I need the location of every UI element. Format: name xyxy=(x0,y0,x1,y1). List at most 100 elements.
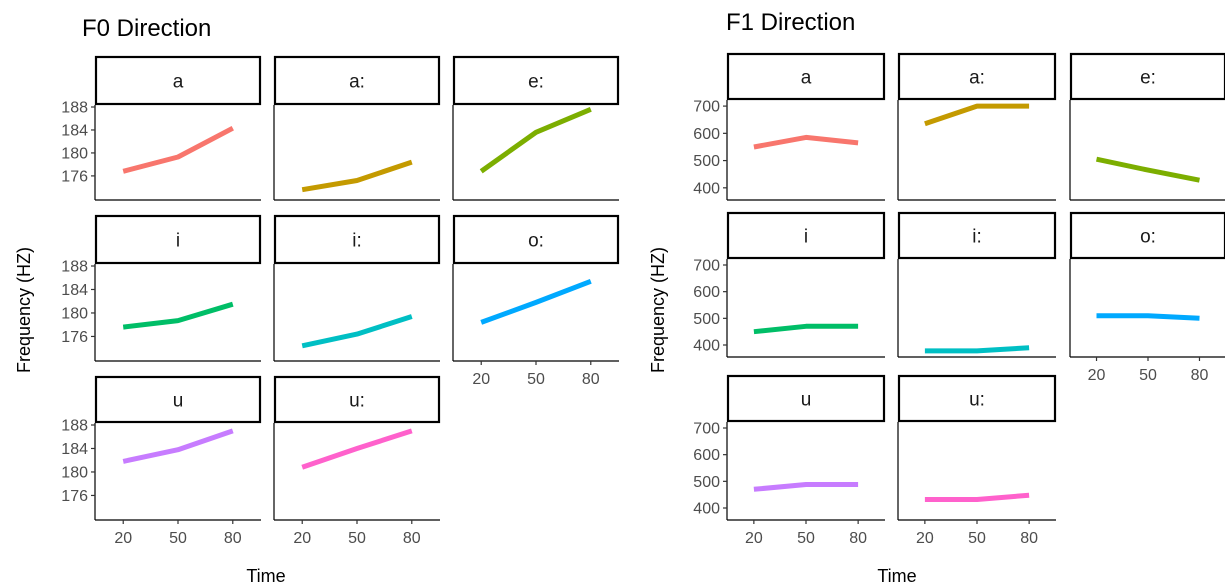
y-tick-label: 176 xyxy=(61,488,88,505)
x-tick-label: 50 xyxy=(968,530,986,547)
strip-label: e: xyxy=(1140,68,1156,89)
x-tick-label: 50 xyxy=(527,371,545,388)
x-tick-label: 20 xyxy=(745,530,763,547)
strip-label: i: xyxy=(972,227,982,248)
y-tick-label: 188 xyxy=(61,259,88,276)
x-tick-label: 80 xyxy=(582,371,600,388)
strip-box xyxy=(726,52,886,101)
strip-label: a: xyxy=(349,72,365,93)
y-tick-label: 500 xyxy=(693,474,720,491)
series-line-e-long xyxy=(479,106,592,174)
f0-y-axis-title: Frequency (HZ) xyxy=(14,247,34,373)
x-tick-label: 50 xyxy=(1139,367,1157,384)
strip-label: i: xyxy=(352,231,362,252)
strip-label: e: xyxy=(528,72,544,93)
series-line-u xyxy=(753,482,859,492)
f1-chart-title: F1 Direction xyxy=(726,9,855,36)
x-tick-label: 80 xyxy=(224,530,242,547)
strip-label: a xyxy=(173,72,184,93)
y-tick-label: 500 xyxy=(693,311,720,328)
series-line-a-long xyxy=(301,159,413,193)
f0-facet-grid: a 176 180 184 188 a: e: i 176 180 184 188 i: o: 20 50 80… xyxy=(61,55,620,547)
y-tick-label: 188 xyxy=(61,100,88,117)
series-line-o-long xyxy=(1096,313,1200,321)
f0-panel-u-long: u: 20 50 80 xyxy=(273,375,441,547)
strip-label: o: xyxy=(528,231,544,252)
y-tick-label: 180 xyxy=(61,305,88,322)
y-tick-label: 184 xyxy=(61,441,88,458)
strip-box xyxy=(94,55,262,106)
strip-box xyxy=(726,211,886,260)
f0-panel-u: u 176 180 184 188 20 50 80 xyxy=(61,375,262,547)
y-tick-label: 184 xyxy=(61,122,88,139)
strip-box xyxy=(94,375,262,424)
strip-label: a xyxy=(801,68,812,89)
strip-label: u: xyxy=(969,390,985,411)
f1-x-axis-title: Time xyxy=(877,566,916,586)
y-tick-label: 600 xyxy=(693,284,720,301)
series-line-u-long xyxy=(924,492,1030,502)
f1-panel-a: a 400 500 600 700 xyxy=(693,52,886,201)
f0-panel-a-long: a: xyxy=(273,55,441,201)
f0-chart-title: F0 Direction xyxy=(82,15,211,42)
y-tick-label: 188 xyxy=(61,418,88,435)
strip-box xyxy=(273,375,441,424)
series-line-i-long xyxy=(301,314,413,349)
f1-y-axis-title: Frequency (HZ) xyxy=(648,247,668,373)
strip-box xyxy=(94,214,262,265)
x-tick-label: 20 xyxy=(472,371,490,388)
y-tick-label: 700 xyxy=(693,258,720,275)
y-tick-label: 400 xyxy=(693,501,720,518)
strip-label: u xyxy=(173,391,184,412)
series-line-a-long xyxy=(924,103,1030,127)
f1-facet-grid: a 400 500 600 700 a: e: i 400 500 600 700 i: o: 20 50 80… xyxy=(693,52,1225,547)
x-tick-label: 80 xyxy=(1020,530,1038,547)
y-tick-label: 176 xyxy=(61,329,88,346)
strip-box xyxy=(897,374,1057,423)
y-tick-label: 700 xyxy=(693,99,720,116)
x-tick-label: 80 xyxy=(403,530,421,547)
y-tick-label: 400 xyxy=(693,338,720,355)
x-tick-label: 50 xyxy=(797,530,815,547)
x-tick-label: 20 xyxy=(114,530,132,547)
strip-box xyxy=(1069,52,1225,101)
y-tick-label: 180 xyxy=(61,464,88,481)
f1-panel-i: i 400 500 600 700 xyxy=(693,211,886,358)
f1-panel-u: u 400 500 600 700 20 50 80 xyxy=(693,374,886,547)
strip-box xyxy=(1069,211,1225,260)
strip-box xyxy=(897,211,1057,260)
f0-panel-e-long: e: xyxy=(452,55,620,201)
series-line-u xyxy=(122,428,234,464)
x-tick-label: 20 xyxy=(1088,367,1106,384)
strip-box xyxy=(726,374,886,423)
series-line-a xyxy=(753,134,859,150)
f1-panel-o-long: o: 20 50 80 xyxy=(1069,211,1225,384)
strip-label: a: xyxy=(969,68,985,89)
series-line-i-long xyxy=(924,345,1030,354)
x-tick-label: 20 xyxy=(916,530,934,547)
strip-label: u xyxy=(801,390,812,411)
y-tick-label: 700 xyxy=(693,421,720,438)
x-tick-label: 50 xyxy=(348,530,366,547)
f1-panel-i-long: i: xyxy=(897,211,1057,358)
f0-panel-i: i 176 180 184 188 xyxy=(61,214,262,362)
x-tick-label: 80 xyxy=(1191,367,1209,384)
y-tick-label: 500 xyxy=(693,153,720,170)
x-tick-label: 80 xyxy=(849,530,867,547)
strip-box xyxy=(452,214,620,265)
strip-label: o: xyxy=(1140,227,1156,248)
strip-label: u: xyxy=(349,391,365,412)
series-line-i xyxy=(122,301,234,330)
series-line-o-long xyxy=(480,278,592,325)
y-tick-label: 400 xyxy=(693,180,720,197)
x-tick-label: 50 xyxy=(169,530,187,547)
y-tick-label: 180 xyxy=(61,145,88,162)
strip-box xyxy=(452,55,620,106)
series-line-a xyxy=(122,125,234,174)
strip-box xyxy=(897,52,1057,101)
series-line-u-long xyxy=(301,428,413,470)
strip-label: i xyxy=(176,231,180,252)
series-line-i xyxy=(753,323,859,335)
f0-x-axis-title: Time xyxy=(246,566,285,586)
